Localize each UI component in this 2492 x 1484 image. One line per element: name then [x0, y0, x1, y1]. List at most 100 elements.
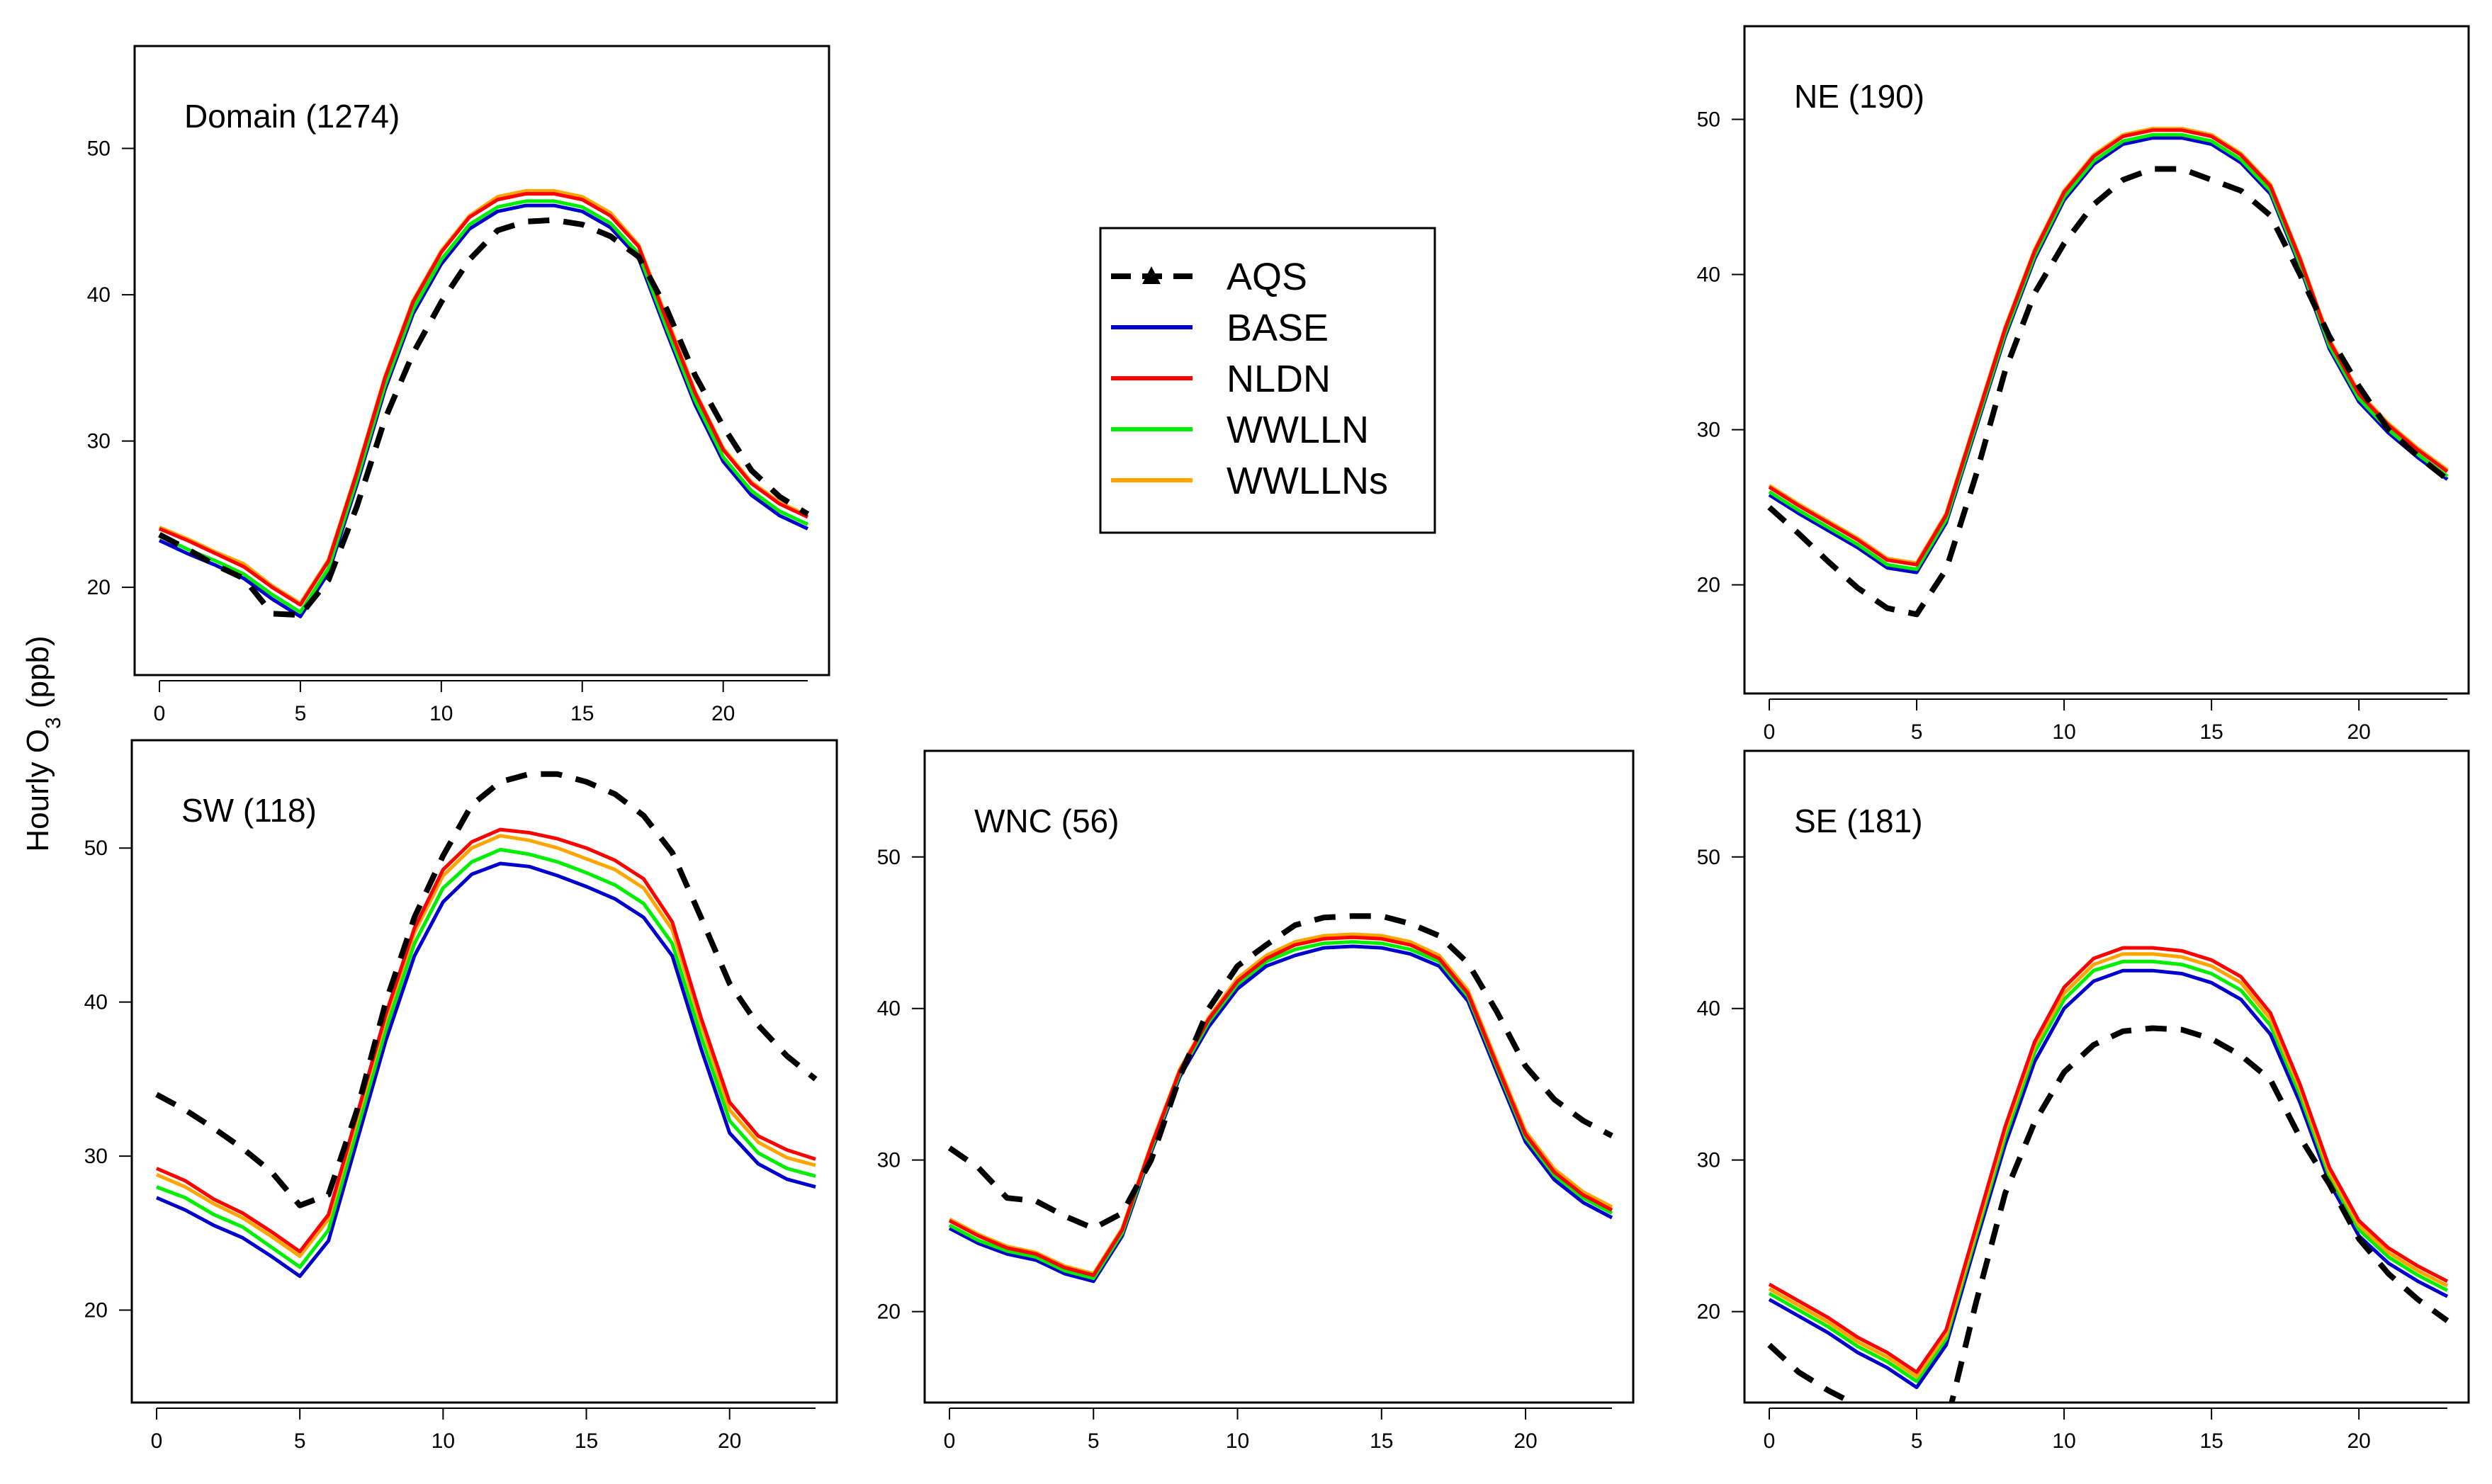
y-axis-label: Hourly O3 (ppb) [21, 635, 65, 851]
chart-panel-5: 20 30 40 50 0 5 10 15 20 SE (181) [1697, 749, 2470, 1453]
series-line-wwlln [1768, 132, 2449, 572]
x-tick-label: 5 [294, 1429, 306, 1453]
x-tick-label: 15 [575, 1429, 598, 1453]
series-group [158, 188, 810, 618]
x-tick-label: 5 [1911, 1429, 1923, 1453]
series-line-aqs [947, 913, 1613, 1231]
legend-label: AQS [1227, 256, 1307, 298]
x-tick-label: 10 [2052, 1429, 2075, 1453]
x-tick-label: 15 [2199, 1429, 2223, 1453]
y-tick-label: 30 [87, 430, 111, 453]
x-tick-label: 20 [2347, 1429, 2370, 1453]
x-tick-label: 0 [1764, 1429, 1776, 1453]
y-tick-label: 30 [84, 1145, 108, 1168]
x-tick-label: 5 [295, 702, 307, 725]
series-group [155, 771, 818, 1279]
x-tick-label: 15 [2199, 720, 2223, 744]
x-tick-label: 0 [154, 702, 166, 725]
y-tick-label: 40 [1697, 264, 1720, 287]
x-tick-label: 20 [1513, 1429, 1537, 1453]
x-tick-label: 20 [718, 1429, 741, 1453]
panel-title: NE (190) [1794, 78, 1924, 115]
x-tick-label: 15 [1370, 1429, 1393, 1453]
y-tick-label: 20 [1697, 1301, 1720, 1324]
series-line-wwlln [156, 847, 816, 1269]
series-line-nldn [1768, 128, 2449, 567]
x-tick-label: 0 [151, 1429, 163, 1453]
x-tick-label: 5 [1088, 1429, 1100, 1453]
panel-title: SW (118) [181, 792, 317, 829]
x-tick-label: 10 [432, 1429, 455, 1453]
legend-item-wwllns: WWLLNs [1111, 460, 1388, 502]
y-tick-label: 20 [84, 1299, 108, 1322]
legend-item-base: BASE [1111, 307, 1329, 349]
y-tick-label: 20 [87, 576, 111, 599]
series-group [1767, 127, 2449, 618]
y-tick-label: 30 [877, 1149, 901, 1172]
y-tick-label: 20 [877, 1301, 901, 1324]
series-line-aqs [158, 217, 810, 618]
y-tick-label: 50 [1697, 846, 1720, 869]
panel-title: Domain (1274) [184, 98, 400, 135]
series-line-aqs [155, 771, 818, 1208]
y-tick-label: 50 [877, 846, 901, 869]
y-tick-label: 40 [84, 991, 108, 1014]
series-line-aqs [1767, 166, 2449, 618]
y-tick-label: 40 [1697, 997, 1720, 1021]
panel-frame [133, 45, 830, 676]
panel-frame [923, 749, 1635, 1404]
chart-panel-4: 20 30 40 50 0 5 10 15 20 WNC (56) [877, 749, 1635, 1453]
y-tick-label: 50 [1697, 108, 1720, 131]
chart-panel-2: 20 30 40 50 0 5 10 15 20 NE (190) [1697, 25, 2470, 744]
y-tick-label: 30 [1697, 419, 1720, 442]
panel-frame [1743, 749, 2470, 1404]
x-tick-label: 20 [2347, 720, 2370, 744]
series-line-nldn [948, 935, 1613, 1277]
y-tick-label: 40 [877, 997, 901, 1021]
series-line-wwllns [159, 188, 809, 606]
x-tick-label: 10 [1226, 1429, 1249, 1453]
legend-label: WWLLN [1227, 409, 1369, 451]
y-axis-label-subscript: 3 [42, 717, 65, 729]
series-line-base [158, 203, 809, 618]
series-line-nldn [1768, 946, 2449, 1374]
series-group [947, 913, 1613, 1284]
x-tick-label: 5 [1911, 720, 1923, 744]
series-line-wwllns [156, 834, 816, 1258]
y-tick-label: 50 [84, 837, 108, 860]
y-tick-label: 30 [1697, 1149, 1720, 1172]
panel-frame [130, 739, 838, 1404]
legend-label: BASE [1227, 307, 1329, 349]
legend-item-aqs: AQS [1111, 256, 1307, 298]
x-tick-label: 0 [944, 1429, 956, 1453]
series-line-base [1768, 136, 2449, 574]
legend-label: WWLLNs [1227, 460, 1388, 502]
panel-frame [1743, 25, 2470, 695]
y-axis-label-main: Hourly O [21, 729, 55, 852]
legend: AQS BASE NLDN WWLLN WWLLNs [1099, 227, 1436, 534]
x-tick-label: 10 [429, 702, 453, 725]
x-tick-label: 10 [2052, 720, 2075, 744]
panel-title: SE (181) [1794, 803, 1923, 839]
legend-triangle-marker [1142, 266, 1161, 284]
x-tick-label: 20 [711, 702, 735, 725]
x-tick-label: 0 [1764, 720, 1776, 744]
series-line-base [156, 861, 816, 1279]
legend-item-wwlln: WWLLN [1111, 409, 1369, 451]
series-line-base [1768, 968, 2449, 1390]
x-tick-label: 15 [570, 702, 594, 725]
series-line-wwlln [1768, 959, 2449, 1383]
y-tick-label: 50 [87, 137, 111, 161]
series-line-nldn [156, 827, 816, 1254]
series-line-wwlln [948, 940, 1613, 1281]
legend-item-nldn: NLDN [1111, 358, 1331, 400]
series-line-wwlln [158, 199, 809, 614]
series-group [1767, 946, 2449, 1403]
chart-panel-3: 20 30 40 50 0 5 10 15 20 SW (118) [84, 739, 838, 1453]
series-line-nldn [159, 192, 809, 607]
y-tick-label: 20 [1697, 574, 1720, 597]
series-line-base [948, 944, 1613, 1284]
chart-panel-1: 20 30 40 50 0 5 10 15 20 Domain (1274) [87, 45, 830, 725]
